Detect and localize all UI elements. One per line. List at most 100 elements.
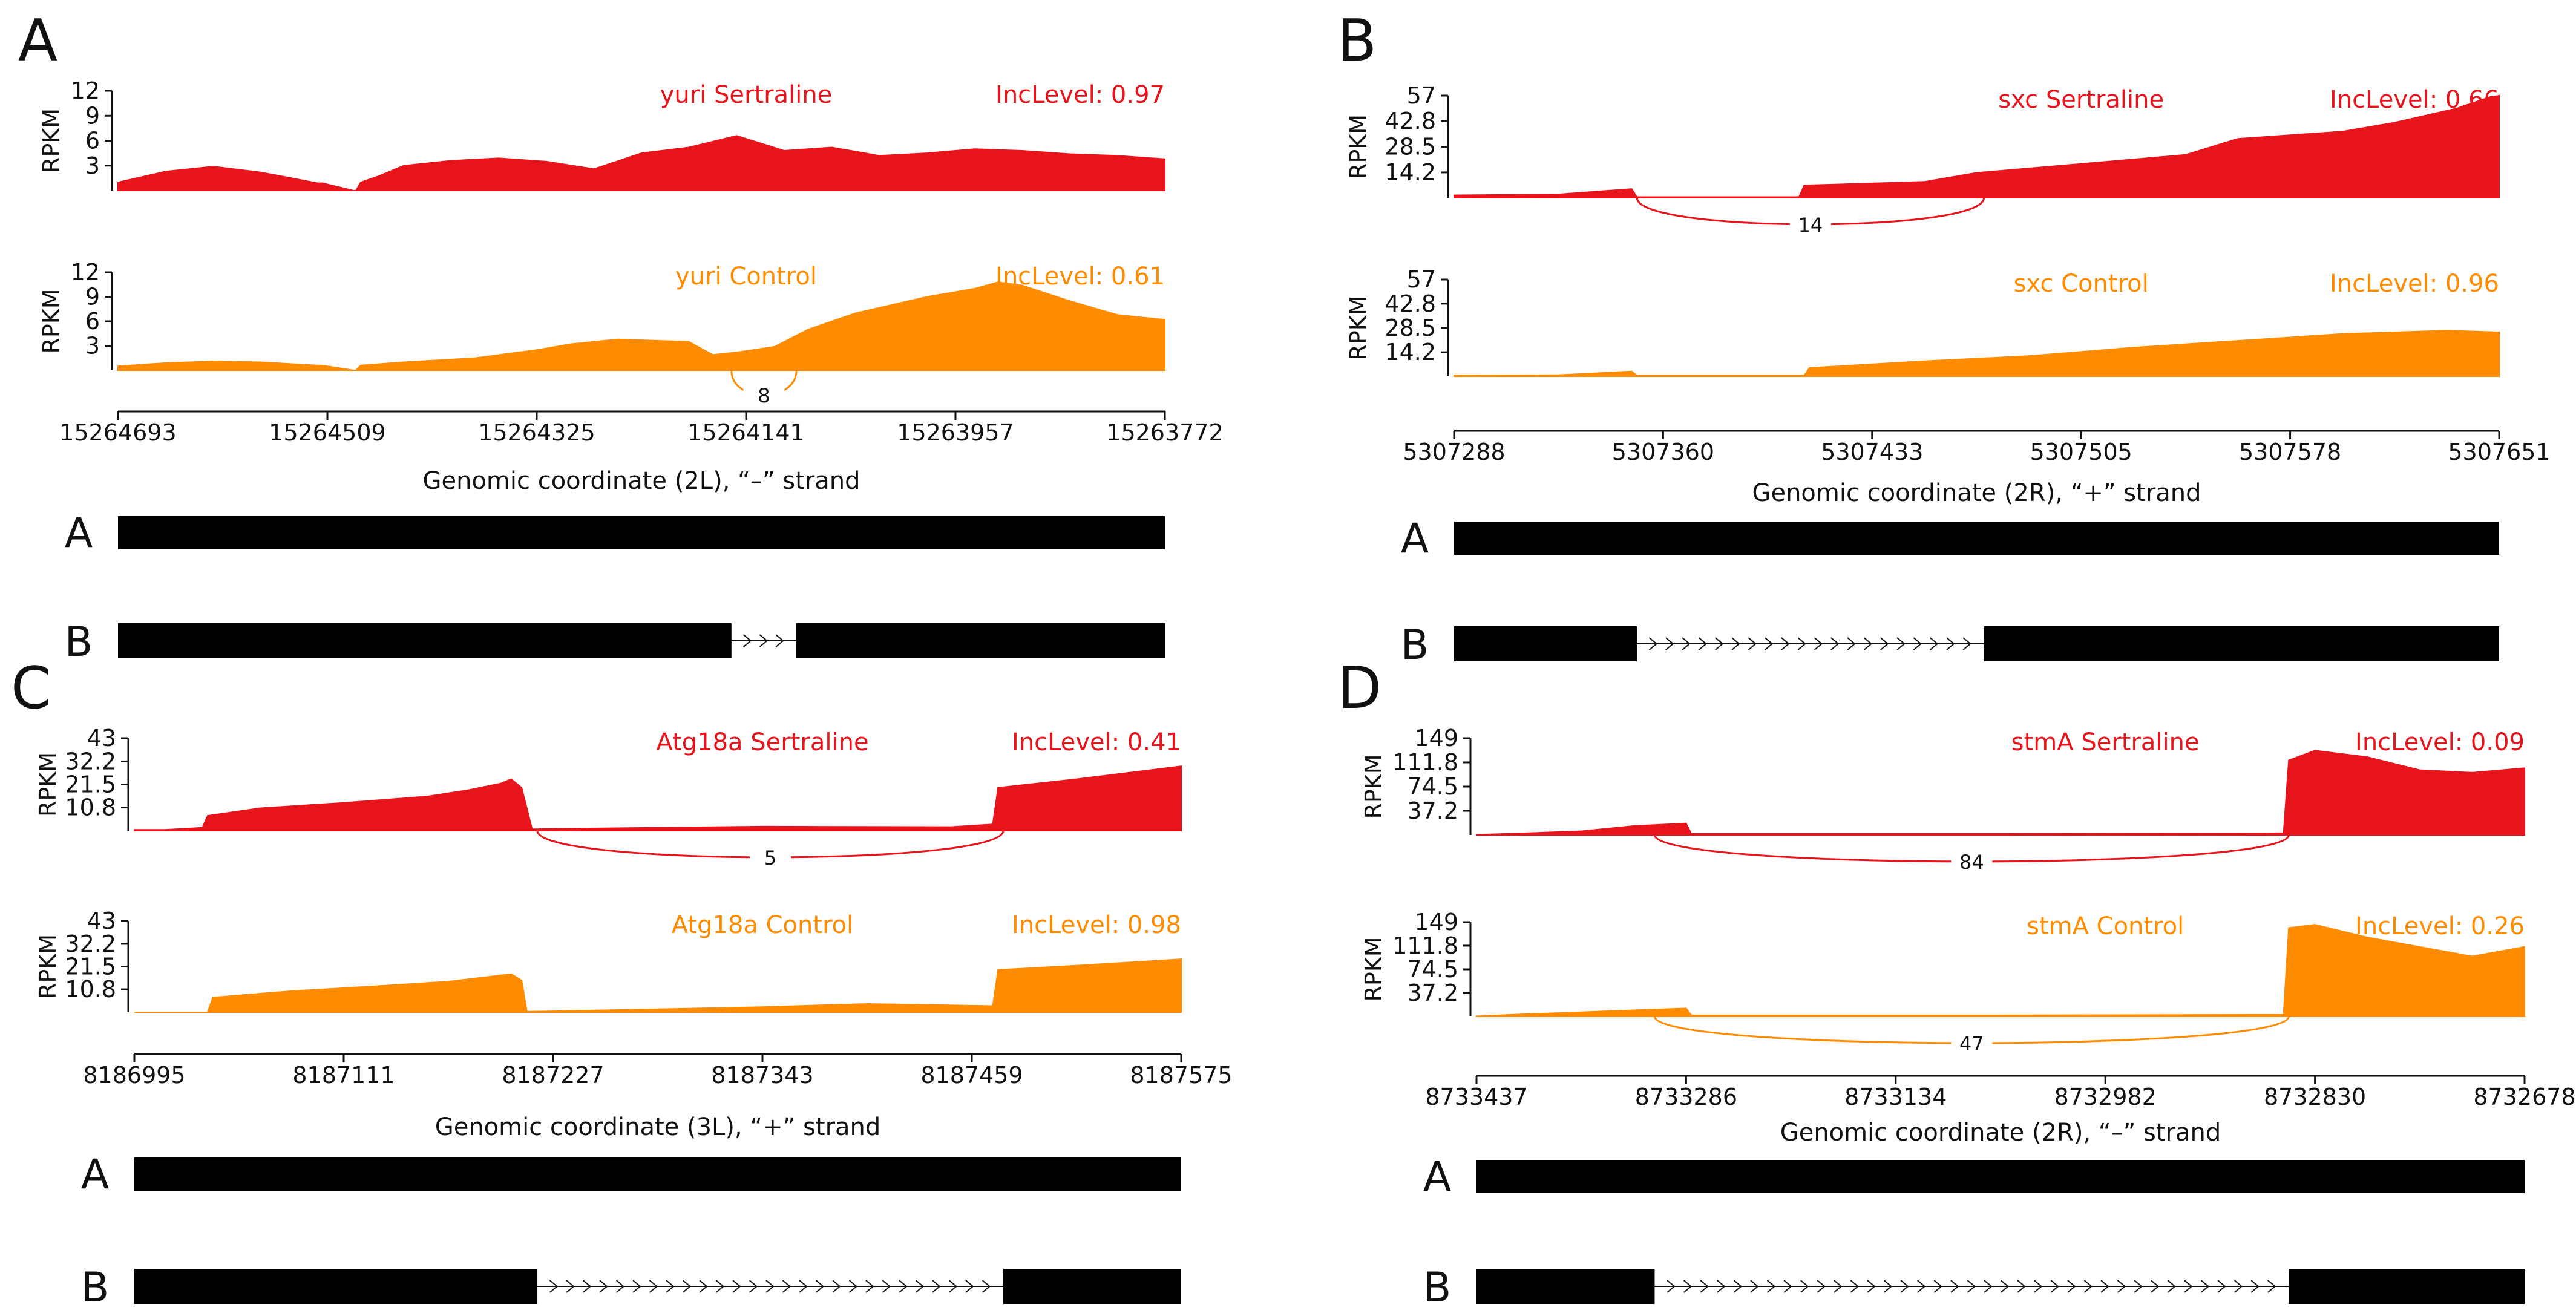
intron-arrow	[1950, 1280, 1959, 1293]
intron-arrow	[749, 1280, 758, 1293]
isoform-label: B	[81, 1264, 110, 1312]
intron-arrow	[848, 1280, 858, 1293]
y-tick-label: 37.2	[1407, 980, 1458, 1006]
intron-arrow	[1933, 1280, 1942, 1293]
intron-arrow	[649, 1280, 658, 1293]
isoform-a: A	[1401, 515, 2499, 563]
intron-arrow	[2250, 1280, 2260, 1293]
junction-label-bg	[749, 846, 791, 870]
intron-arrow	[1698, 637, 1708, 650]
isoform-a: A	[65, 509, 1165, 557]
isoform-b: B	[1423, 1264, 2525, 1312]
intron-arrow	[2151, 1280, 2160, 1293]
y-tick-label: 3	[85, 152, 100, 179]
inclevel-label: IncLevel: 0.98	[1012, 911, 1181, 939]
y-tick-label: 21.5	[65, 771, 116, 798]
inclevel-label: IncLevel: 0.41	[1012, 728, 1181, 756]
x-tick-label: 8186995	[83, 1062, 185, 1088]
series-name: sxc Control	[2014, 270, 2149, 298]
intron-arrow	[899, 1280, 908, 1293]
isoform-label: A	[81, 1151, 110, 1199]
intron-arrow	[2217, 1280, 2226, 1293]
intron-arrow	[865, 1280, 874, 1293]
coverage-area	[1476, 924, 2525, 1017]
junction-count: 84	[1959, 851, 1984, 874]
exon-block	[2289, 1269, 2525, 1304]
y-tick-label: 57	[1407, 266, 1436, 293]
intron-arrow	[915, 1280, 924, 1293]
intron-arrow	[1863, 637, 1873, 650]
y-tick-label: 28.5	[1385, 315, 1436, 341]
x-axis-label: Genomic coordinate (2R), “+” strand	[1752, 479, 2201, 507]
intron-arrow	[1867, 1280, 1876, 1293]
y-tick-label: 43	[87, 908, 116, 934]
x-tick-label: 5307288	[1403, 439, 1505, 465]
y-axis-label: RPKM	[34, 934, 61, 999]
intron-arrow	[1817, 1280, 1826, 1293]
x-tick-label: 8187343	[711, 1062, 813, 1088]
intron-arrow	[632, 1280, 641, 1293]
intron-arrow	[2184, 1280, 2193, 1293]
y-tick-label: 12	[71, 259, 100, 286]
y-tick-label: 149	[1414, 909, 1458, 935]
x-tick-label: 5307651	[2448, 439, 2550, 465]
intron-arrow	[1946, 637, 1955, 650]
y-tick-label: 43	[87, 725, 116, 751]
intron-arrow	[1766, 1280, 1776, 1293]
y-tick-label: 42.8	[1385, 290, 1436, 317]
y-tick-label: 9	[85, 284, 100, 310]
intron-arrow	[1984, 1280, 1993, 1293]
y-tick-label: 6	[85, 128, 100, 154]
x-tick-label: 8732982	[2054, 1084, 2157, 1110]
isoform-label: B	[1401, 621, 1429, 669]
panel-letter: A	[18, 8, 57, 74]
x-tick-label: 15263772	[1106, 419, 1223, 446]
intron-arrow	[2017, 1280, 2026, 1293]
isoform-b: B	[81, 1264, 1181, 1312]
intron-arrow	[566, 1280, 575, 1293]
intron-arrow	[1748, 637, 1757, 650]
junction-count: 47	[1959, 1032, 1984, 1055]
y-tick-label: 14.2	[1385, 339, 1436, 365]
y-axis-label: RPKM	[1360, 937, 1387, 1001]
junction-label-bg	[1951, 850, 1993, 874]
intron-arrow	[666, 1280, 675, 1293]
intron-arrow	[1715, 637, 1724, 650]
y-tick-label: 37.2	[1407, 797, 1458, 824]
junction-label-bg	[1789, 213, 1831, 237]
exon-block	[134, 1157, 1181, 1191]
y-tick-label: 10.8	[65, 794, 116, 821]
intron-arrow	[1667, 1280, 1676, 1293]
y-tick-label: 111.8	[1392, 749, 1458, 776]
x-tick-label: 5307360	[1612, 439, 1714, 465]
isoform-label: A	[65, 509, 93, 557]
isoform-b: B	[1401, 621, 2499, 669]
series-name: sxc Sertraline	[1998, 86, 2164, 114]
coverage-area	[117, 281, 1165, 371]
intron-arrow	[2050, 1280, 2059, 1293]
x-tick-label: 8187575	[1130, 1062, 1232, 1088]
y-tick-label: 32.2	[65, 931, 116, 957]
y-axis-label: RPKM	[1345, 295, 1372, 360]
intron-arrow	[1797, 637, 1806, 650]
intron-arrow	[2234, 1280, 2243, 1293]
y-tick-label: 74.5	[1407, 956, 1458, 983]
junction-label-bg	[1951, 1032, 1993, 1056]
x-tick-label: 15264141	[687, 419, 804, 446]
intron-arrow	[1682, 637, 1691, 650]
intron-arrow	[682, 1280, 692, 1293]
intron-arrow	[1765, 637, 1774, 650]
intron-arrow	[1900, 1280, 1909, 1293]
intron-arrow	[982, 1280, 991, 1293]
intron-arrow	[2134, 1280, 2143, 1293]
y-tick-label: 111.8	[1392, 932, 1458, 959]
intron-arrow	[699, 1280, 708, 1293]
intron-arrow	[1896, 637, 1906, 650]
panel-letter: C	[11, 655, 51, 722]
